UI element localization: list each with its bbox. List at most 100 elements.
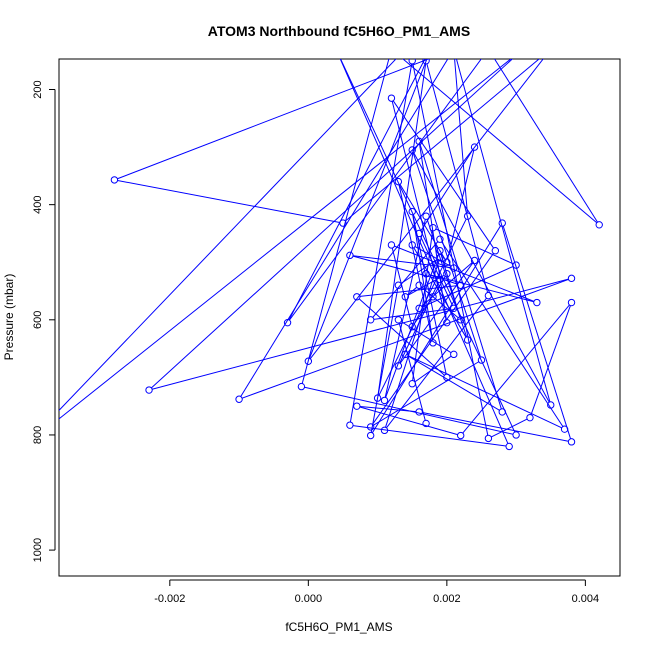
series-segment	[372, 241, 439, 318]
data-point	[443, 270, 451, 278]
series-segment	[491, 418, 528, 438]
series-segment	[241, 278, 569, 399]
data-point	[457, 431, 465, 440]
series-segment	[407, 274, 445, 296]
y-tick-label: 200	[32, 80, 44, 98]
series-segment	[447, 150, 475, 260]
data-point	[422, 419, 430, 428]
series-segment	[152, 278, 569, 390]
data-point	[394, 177, 403, 186]
data-point	[450, 304, 458, 312]
series-segment	[391, 101, 447, 320]
series-segment	[349, 63, 413, 423]
series-segment	[373, 361, 479, 426]
series-segment	[151, 59, 514, 389]
data-point	[415, 137, 423, 146]
data-point	[477, 356, 486, 364]
data-point	[567, 274, 576, 283]
y-tick-label: 400	[32, 195, 44, 213]
series-segment	[59, 59, 397, 412]
plot-area	[59, 59, 603, 451]
data-point	[547, 401, 555, 409]
series-segment	[402, 59, 598, 224]
data-point	[470, 143, 479, 151]
y-tick-label: 800	[32, 426, 44, 444]
data-point	[380, 426, 389, 435]
data-point	[346, 421, 354, 429]
data-point	[429, 223, 437, 232]
data-point	[436, 275, 444, 284]
data-point	[491, 247, 500, 255]
data-point	[346, 251, 354, 260]
data-point	[408, 241, 416, 249]
data-point	[387, 94, 396, 102]
series-segment	[353, 255, 451, 269]
series-segment	[398, 322, 426, 421]
data-point	[484, 434, 493, 443]
series-segment	[412, 152, 481, 358]
data-point	[533, 298, 541, 307]
series-segment	[420, 236, 453, 306]
data-point	[429, 293, 437, 301]
x-tick-label: 0.004	[572, 593, 600, 605]
series-segment	[301, 59, 390, 384]
series-segment	[309, 59, 544, 360]
data-point	[408, 207, 416, 216]
y-axis: 200 400 600 800 1000	[32, 80, 56, 562]
data-point	[470, 256, 479, 265]
series-segment	[426, 63, 489, 293]
data-point	[512, 431, 520, 439]
series-segment	[370, 288, 399, 433]
data-point	[450, 350, 458, 359]
series-segment	[502, 225, 572, 439]
series-segment	[377, 63, 427, 396]
series-segment	[426, 219, 468, 338]
data-point	[145, 386, 153, 394]
series-segment	[400, 258, 438, 284]
x-tick-label: 0.002	[433, 593, 461, 605]
series-segment	[407, 355, 500, 411]
series-segment	[392, 100, 494, 249]
data-point	[415, 304, 423, 312]
data-point	[235, 395, 243, 403]
series-segment	[345, 59, 540, 222]
series-segment	[359, 405, 417, 413]
data-point	[408, 146, 416, 154]
data-point	[595, 221, 603, 229]
series-segment	[429, 274, 534, 303]
data-point	[408, 380, 416, 388]
data-point	[415, 408, 423, 416]
data-point	[484, 291, 493, 300]
data-point	[422, 270, 430, 278]
series-segment	[421, 265, 514, 308]
data-point	[526, 413, 534, 422]
series-segment	[399, 184, 446, 260]
data-point	[422, 212, 430, 220]
data-point	[457, 281, 465, 289]
series-segment	[117, 180, 340, 223]
series-segment	[117, 59, 430, 180]
data-point	[436, 253, 444, 262]
series-segment	[289, 59, 482, 321]
data-point	[567, 298, 576, 307]
series-segment	[372, 253, 494, 425]
data-point	[567, 438, 576, 446]
x-axis: -0.002 0.000 0.002 0.004	[154, 579, 600, 605]
series-segment	[385, 253, 440, 398]
data-point	[339, 219, 347, 227]
data-point	[353, 293, 361, 301]
data-point	[443, 318, 451, 327]
data-point	[366, 431, 375, 440]
series-segment	[386, 297, 487, 429]
data-point	[415, 229, 423, 238]
data-point	[401, 293, 409, 301]
data-point	[394, 362, 403, 370]
series-segment	[399, 262, 474, 364]
series-segment	[462, 304, 570, 434]
data-point	[366, 316, 375, 324]
x-tick-label: 0.000	[295, 593, 323, 605]
data-point	[408, 323, 416, 331]
data-point	[373, 394, 382, 402]
data-point	[380, 396, 389, 405]
